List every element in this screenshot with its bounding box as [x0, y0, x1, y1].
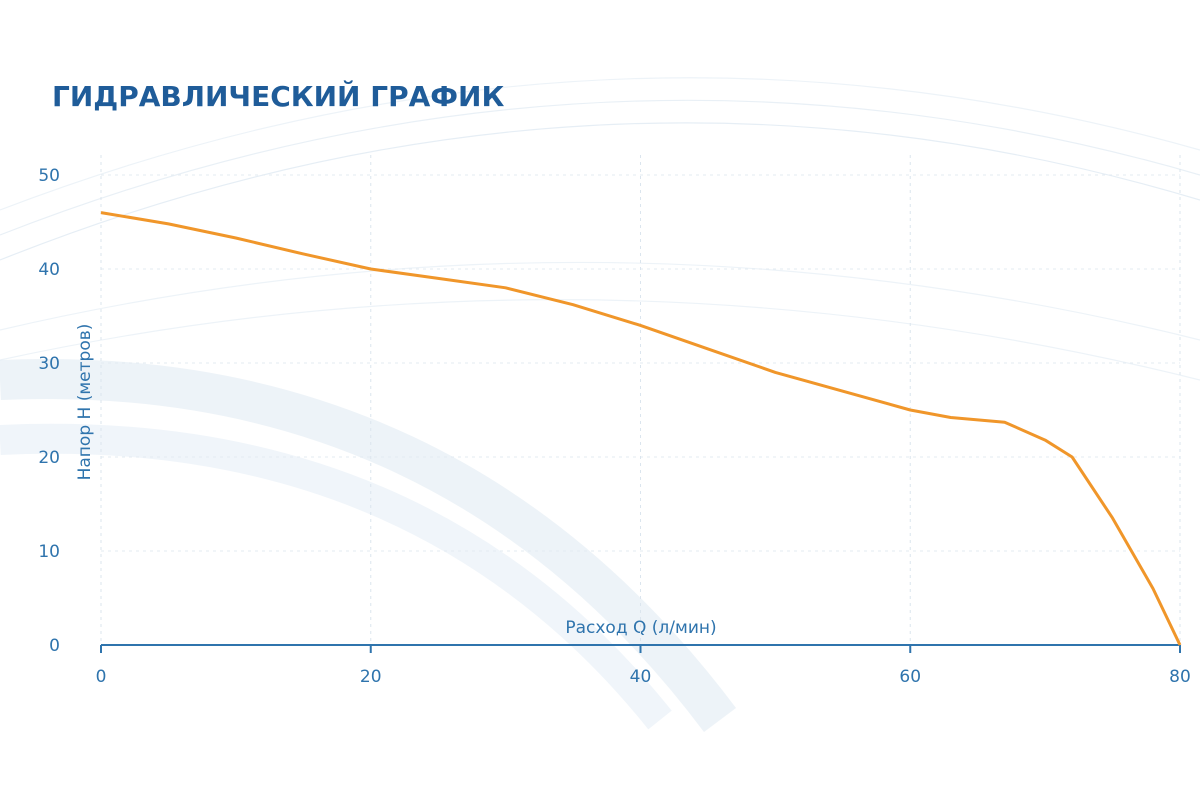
- line-series: [100, 211, 1182, 646]
- x-tick-label: 40: [630, 667, 652, 687]
- y-tick-label: 30: [38, 354, 60, 374]
- y-tick-label: 40: [38, 260, 60, 280]
- y-tick-label: 50: [38, 166, 60, 186]
- x-tick-label: 20: [360, 667, 382, 687]
- background-decoration: [0, 77, 1200, 733]
- x-tick-label: 0: [96, 667, 107, 687]
- x-tick-label: 80: [1169, 667, 1191, 687]
- chart-title: ГИДРАВЛИЧЕСКИЙ ГРАФИК: [52, 79, 504, 113]
- x-axis-label: Расход Q (л/мин): [565, 618, 716, 638]
- y-tick-label: 0: [49, 636, 60, 656]
- x-tick-label: 60: [899, 667, 921, 687]
- y-axis-label: Напор Н (метров): [75, 324, 95, 481]
- y-tick-label: 20: [38, 448, 60, 468]
- y-tick-label: 10: [38, 542, 60, 562]
